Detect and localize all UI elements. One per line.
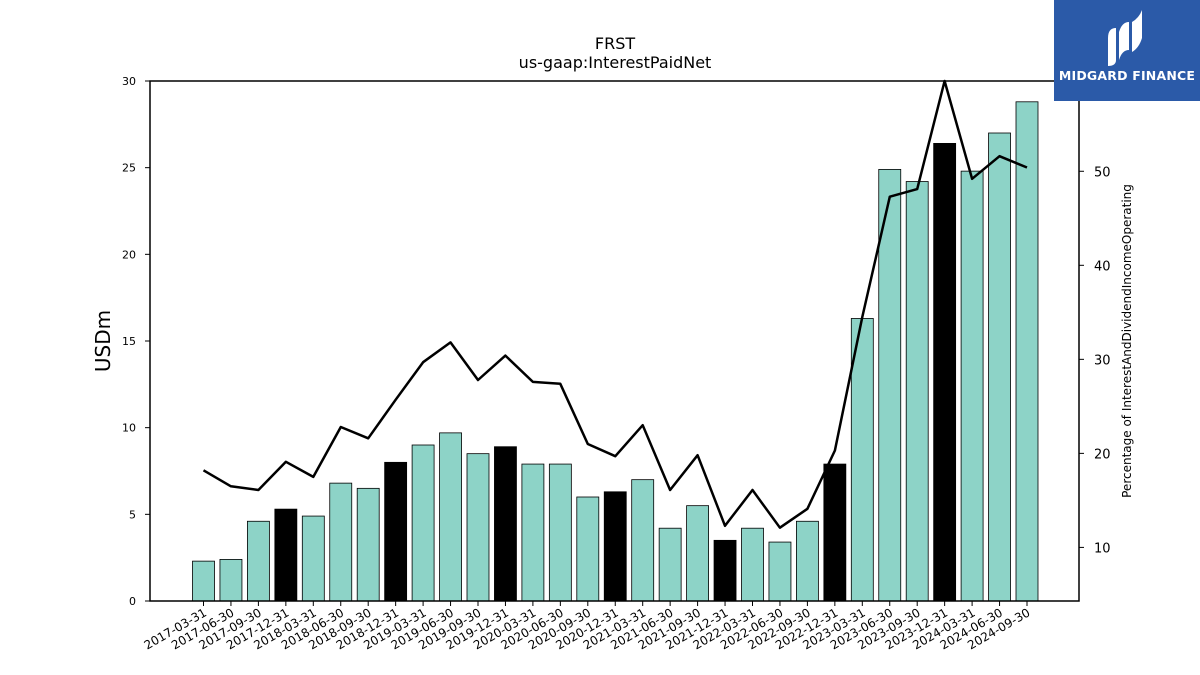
bar-2020-06-30 [548,463,572,602]
bar-2017-12-31 [274,508,298,602]
y2-tick-label: 50 [1094,165,1111,180]
bar-2022-12-31 [823,463,847,602]
bar-2023-12-31 [933,142,957,602]
bar-2021-09-30 [686,505,709,602]
bar-2021-03-31 [631,479,655,602]
brand-logo: MIDGARD FINANCE [1054,0,1200,101]
y-tick-label: 25 [122,162,136,175]
y2-tick-label: 30 [1094,353,1111,368]
bar-2024-06-30 [988,132,1011,602]
bar-2020-12-31 [603,491,627,602]
bar-2019-06-30 [439,432,462,602]
chart-title: FRST [595,34,635,53]
bar-2017-06-30 [219,559,243,602]
bar-2021-12-31 [713,539,737,602]
y-tick-label: 30 [122,75,136,88]
bar-2022-09-30 [796,520,819,602]
y-tick-label: 10 [122,422,136,435]
bar-2024-03-31 [960,170,984,602]
y2-axis-label: Percentage of InterestAndDividendIncomeO… [1120,184,1134,498]
right-axis-ticks: 10 20 30 40 50 [1079,165,1111,556]
bar-2020-03-31 [521,463,545,602]
y-tick-label: 15 [122,335,136,348]
y-tick-label: 5 [129,508,136,521]
y2-tick-label: 40 [1094,259,1111,274]
bar-2022-06-30 [768,541,792,602]
bar-2023-09-30 [905,181,929,602]
bar-2017-03-31 [192,560,215,602]
y-tick-label: 20 [122,248,136,261]
line-group [202,79,1028,529]
chart-subtitle: us-gaap:InterestPaidNet [519,53,712,72]
bar-2019-03-31 [411,444,435,602]
bar-2020-09-30 [576,496,600,602]
y2-tick-label: 20 [1094,447,1111,462]
bar-2018-06-30 [329,482,353,602]
bar-2021-06-30 [658,527,682,602]
bar-2019-12-31 [494,446,517,602]
y2-tick-label: 10 [1094,541,1111,556]
bar-2019-09-30 [466,453,490,602]
ratio-line [202,79,1028,529]
bar-2024-09-30 [1015,101,1039,602]
bar-2017-09-30 [246,520,270,602]
left-axis-ticks: 0 5 10 15 20 25 30 [122,75,150,608]
bar-2018-09-30 [356,487,380,602]
logo-text: MIDGARD FINANCE [1058,68,1196,83]
midgard-logo-icon [1108,10,1142,66]
bar-2018-03-31 [301,515,325,602]
bar-2018-12-31 [384,461,408,602]
x-axis-ticks: 2017-03-312017-06-302017-09-302017-12-31… [142,601,1033,652]
y-tick-label: 0 [129,595,136,608]
bar-2023-03-31 [850,318,874,602]
bar-2022-03-31 [741,527,764,602]
bars-group [192,101,1039,602]
y-axis-label: USDm [91,310,115,372]
